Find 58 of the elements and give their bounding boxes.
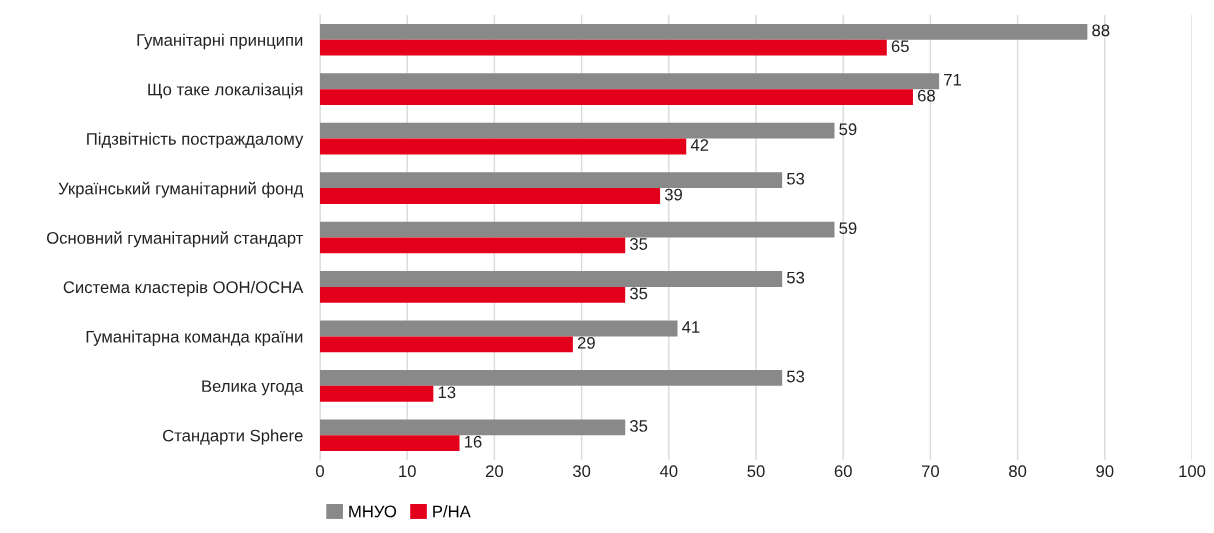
y-tick-label: Що таке локалізація — [148, 83, 303, 99]
x-tick-label: 70 — [921, 465, 940, 478]
data-label: 71 — [944, 74, 962, 86]
bar — [320, 435, 460, 452]
bar — [320, 172, 783, 189]
x-tick-label: 0 — [316, 465, 324, 478]
x-tick-label: 30 — [572, 465, 591, 478]
legend-label: Р/НА — [433, 505, 471, 518]
bar — [320, 89, 913, 105]
y-tick-label: Система кластерів ООН/OCHA — [63, 280, 304, 297]
data-label: 16 — [464, 435, 482, 448]
bar — [320, 286, 626, 303]
x-tick-label: 10 — [399, 465, 416, 478]
y-tick-label: Стандарти Sphere — [163, 429, 303, 445]
data-label: 88 — [1092, 24, 1110, 37]
bar — [320, 39, 887, 56]
data-label: 35 — [630, 238, 648, 250]
data-label: 53 — [786, 370, 805, 383]
data-label: 41 — [682, 321, 700, 333]
bar — [320, 73, 940, 90]
bar — [320, 188, 661, 204]
y-tick-label: Гуманітарна команда країни — [86, 330, 303, 346]
bar — [320, 370, 783, 386]
y-tick-label: Велика угода — [202, 380, 304, 396]
data-label: 35 — [630, 287, 648, 300]
x-tick-label: 40 — [659, 465, 678, 478]
data-label: 53 — [786, 172, 805, 185]
data-label: 13 — [438, 386, 456, 399]
data-label: 39 — [664, 188, 682, 201]
legend-label: МНУО — [349, 505, 397, 518]
data-label: 68 — [917, 89, 935, 102]
x-tick-label: 60 — [834, 465, 852, 478]
bar — [320, 336, 573, 353]
bar — [320, 419, 626, 436]
data-label: 53 — [786, 271, 805, 284]
bar — [320, 221, 835, 238]
bar — [320, 23, 1088, 40]
bar — [320, 271, 783, 287]
bar — [320, 138, 687, 155]
bar — [320, 122, 835, 139]
x-tick-label: 100 — [1179, 465, 1206, 478]
data-label: 42 — [690, 139, 709, 151]
y-tick-label: Основний гуманітарний стандарт — [46, 231, 304, 248]
x-tick-label: 80 — [1009, 465, 1027, 478]
x-tick-label: 20 — [485, 465, 504, 478]
data-label: 65 — [891, 40, 909, 53]
data-label: 35 — [630, 420, 648, 432]
bar — [320, 385, 434, 402]
data-label: 59 — [839, 123, 857, 136]
y-tick-label: Гуманітарні принципи — [137, 33, 303, 50]
bar — [320, 237, 626, 254]
bar — [320, 320, 678, 337]
data-label: 29 — [577, 336, 595, 349]
x-tick-label: 90 — [1096, 465, 1114, 478]
data-label: 59 — [839, 222, 857, 235]
y-tick-label: Український гуманітарний фонд — [58, 181, 304, 198]
y-tick-label: Підзвітність постраждалому — [87, 132, 304, 149]
x-tick-label: 50 — [747, 465, 765, 478]
